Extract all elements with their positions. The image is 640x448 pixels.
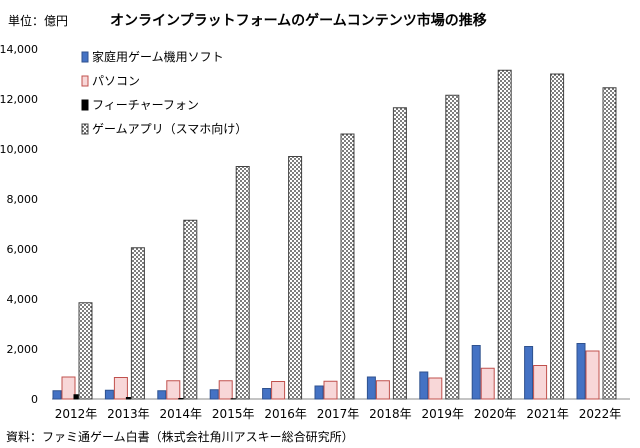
bar-smartphone_app bbox=[497, 69, 512, 400]
source-note: 資料：ファミ通ゲーム白書（株式会社角川アスキー総合研究所） bbox=[6, 429, 354, 444]
bar-pc bbox=[113, 377, 128, 400]
x-tick-label: 2017年 bbox=[317, 407, 360, 421]
x-tick-label: 2014年 bbox=[160, 407, 203, 421]
bar-feature_phone bbox=[125, 397, 132, 400]
plot-area bbox=[52, 69, 617, 400]
legend-swatch-smartphone_app bbox=[81, 123, 89, 135]
bar-console bbox=[262, 388, 272, 400]
y-tick-label: 0 bbox=[31, 393, 38, 406]
bar-smartphone_app bbox=[392, 107, 407, 400]
bar-console bbox=[366, 376, 376, 400]
bar-pc bbox=[585, 350, 600, 400]
bar-pc bbox=[323, 380, 338, 400]
bar-pc bbox=[533, 365, 548, 400]
x-tick-label: 2020年 bbox=[474, 407, 517, 421]
bar-pc bbox=[428, 377, 443, 400]
bar-pc bbox=[166, 380, 181, 400]
x-tick-label: 2018年 bbox=[369, 407, 412, 421]
bar-smartphone_app bbox=[288, 156, 303, 400]
bar-pc bbox=[480, 367, 495, 400]
legend-swatch-pc bbox=[81, 75, 89, 87]
legend-swatch-feature_phone bbox=[81, 99, 89, 111]
bar-feature_phone bbox=[73, 394, 80, 400]
bar-smartphone_app bbox=[78, 302, 93, 400]
x-tick-label: 2022年 bbox=[579, 407, 622, 421]
y-tick-label: 4,000 bbox=[7, 293, 39, 306]
chart-title: オンラインプラットフォームのゲームコンテンツ市場の推移 bbox=[110, 12, 487, 29]
y-tick-label: 10,000 bbox=[0, 143, 38, 156]
legend-label-console: 家庭用ゲーム機用ソフト bbox=[92, 49, 224, 64]
bar-console bbox=[576, 343, 586, 400]
bar-smartphone_app bbox=[340, 133, 355, 400]
bar-pc bbox=[61, 376, 76, 400]
x-tick-label: 2016年 bbox=[264, 407, 307, 421]
x-tick-label: 2013年 bbox=[107, 407, 150, 421]
bar-console bbox=[524, 346, 534, 400]
legend-swatch-console bbox=[81, 51, 89, 63]
y-tick-label: 14,000 bbox=[0, 43, 38, 56]
bar-console bbox=[419, 371, 429, 400]
bar-console bbox=[104, 389, 114, 400]
bar-feature_phone bbox=[178, 398, 185, 400]
bar-smartphone_app bbox=[183, 219, 198, 400]
bar-console bbox=[471, 345, 481, 400]
bar-pc bbox=[271, 381, 286, 400]
y-tick-label: 12,000 bbox=[0, 93, 38, 106]
bar-console bbox=[209, 389, 219, 400]
bar-smartphone_app bbox=[445, 94, 460, 400]
x-tick-label: 2015年 bbox=[212, 407, 255, 421]
bar-smartphone_app bbox=[235, 166, 250, 400]
x-tick-label: 2012年 bbox=[55, 407, 98, 421]
bar-smartphone_app bbox=[550, 73, 565, 400]
y-tick-label: 8,000 bbox=[7, 193, 39, 206]
x-tick-label: 2019年 bbox=[422, 407, 465, 421]
x-tick-label: 2021年 bbox=[526, 407, 569, 421]
legend-label-pc: パソコン bbox=[92, 74, 140, 88]
bar-console bbox=[157, 390, 167, 400]
bar-pc bbox=[218, 380, 233, 400]
x-axis: 2012年 2013年 2014年 2015年 2016年 2017年 2018年 2019年… bbox=[55, 407, 622, 421]
bar-smartphone_app bbox=[602, 87, 617, 400]
y-tick-label: 6,000 bbox=[7, 243, 39, 256]
y-tick-label: 2,000 bbox=[7, 343, 39, 356]
bar-console bbox=[52, 390, 62, 400]
unit-label: 単位：億円 bbox=[8, 13, 68, 28]
bar-pc bbox=[375, 380, 390, 400]
legend-label-smartphone_app: ゲームアプリ（スマホ向け） bbox=[92, 121, 247, 136]
bar-console bbox=[314, 385, 324, 400]
legend-label-feature_phone: フィーチャーフォン bbox=[92, 98, 199, 112]
bar-smartphone_app bbox=[130, 247, 145, 400]
